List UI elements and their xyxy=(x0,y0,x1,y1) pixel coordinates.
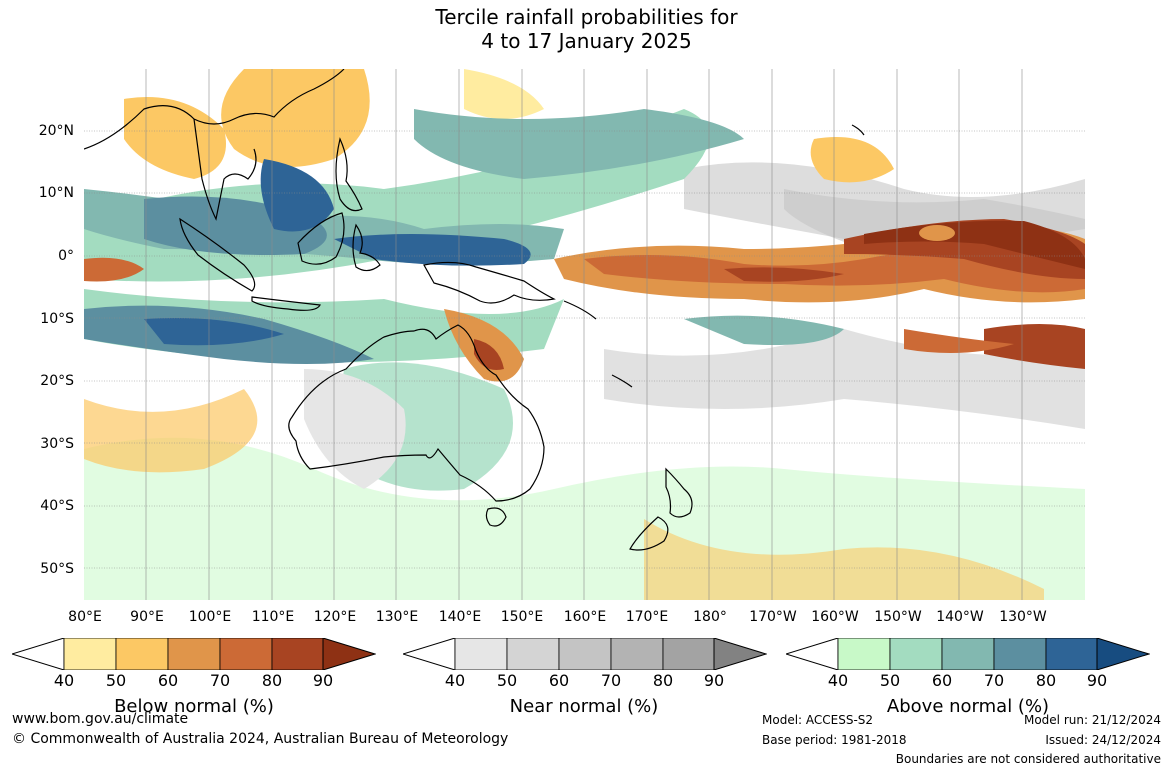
below-normal-colorbar xyxy=(10,637,377,671)
near-swatch-60 xyxy=(558,637,612,671)
sulawesi-coastline xyxy=(352,223,381,272)
issued-text: Issued: 24/12/2024 xyxy=(1045,733,1161,747)
below-tick-40: 40 xyxy=(53,671,75,690)
lon-label-130e: 130°E xyxy=(375,609,419,625)
near-swatch-50 xyxy=(506,637,560,671)
lon-label-150e: 150°E xyxy=(500,609,544,625)
above-swatch-50 xyxy=(889,637,943,671)
near-swatch-70 xyxy=(610,637,664,671)
below-tick-50: 50 xyxy=(105,671,127,690)
lon-label-80e: 80°E xyxy=(68,609,102,625)
above-normal-legend-title: Above normal (%) xyxy=(886,696,1050,717)
map-title-line-2: 4 to 17 January 2025 xyxy=(481,29,692,53)
lat-label-30s: 30°S xyxy=(40,436,74,452)
above-tick-40: 40 xyxy=(827,671,849,690)
map-canvas xyxy=(84,69,1085,600)
lat-label-40s: 40°S xyxy=(40,498,74,514)
above-tick-60: 60 xyxy=(931,671,953,690)
near-normal-colorbar xyxy=(401,637,768,671)
below-swatch-50 xyxy=(115,637,169,671)
near-normal-legend-title: Near normal (%) xyxy=(509,696,659,717)
lat-label-10s: 10°S xyxy=(40,311,74,327)
new-guinea-coastline xyxy=(423,261,556,304)
near-tick-90: 90 xyxy=(703,671,725,690)
hawaii-coastline xyxy=(851,124,865,136)
model-text: Model: ACCESS-S2 xyxy=(762,713,874,727)
near-tick-70: 70 xyxy=(600,671,622,690)
lon-label-160e: 160°E xyxy=(563,609,607,625)
below-swatch-70 xyxy=(219,637,273,671)
below-swatch-80 xyxy=(271,637,324,671)
model-run-text: Model run: 21/12/2024 xyxy=(1023,713,1161,727)
lat-label-20s: 20°S xyxy=(40,373,74,389)
above-tick-90: 90 xyxy=(1086,671,1108,690)
lon-label-140w: 140°W xyxy=(936,609,984,625)
lon-label-120e: 120°E xyxy=(313,609,357,625)
near-tick-80: 80 xyxy=(652,671,674,690)
near-swatch-80 xyxy=(662,637,715,671)
above-swatch-70 xyxy=(993,637,1047,671)
below-tick-70: 70 xyxy=(209,671,231,690)
below-swatch-40 xyxy=(63,637,117,671)
lon-label-150w: 150°W xyxy=(874,609,922,625)
lon-label-170w: 170°W xyxy=(749,609,797,625)
sumatra-coastline xyxy=(179,217,256,292)
lon-label-90e: 90°E xyxy=(130,609,164,625)
tasmania-coastline xyxy=(485,507,507,527)
borneo-coastline xyxy=(297,212,345,265)
lon-label-100e: 100°E xyxy=(188,609,232,625)
near-tick-50: 50 xyxy=(496,671,518,690)
lon-label-160w: 160°W xyxy=(811,609,859,625)
boundaries-disclaimer: Boundaries are not considered authoritat… xyxy=(895,752,1161,766)
website-link[interactable]: www.bom.gov.au/climate xyxy=(12,711,189,727)
rainfall-probability-map xyxy=(84,69,1085,600)
below-swatch-90 xyxy=(322,637,377,671)
lon-label-180: 180° xyxy=(693,609,727,625)
lat-label-50s: 50°S xyxy=(40,561,74,577)
lon-label-110e: 110°E xyxy=(251,609,295,625)
coastlines xyxy=(84,69,865,551)
java-coastline xyxy=(251,296,321,311)
lat-label-10n: 10°N xyxy=(38,185,74,201)
australia-coastline xyxy=(288,324,545,502)
above-tick-50: 50 xyxy=(879,671,901,690)
asia-coastline xyxy=(84,69,345,221)
below-tick-90: 90 xyxy=(312,671,334,690)
above-tick-70: 70 xyxy=(983,671,1005,690)
near-tick-60: 60 xyxy=(548,671,570,690)
copyright-text: © Commonwealth of Australia 2024, Austra… xyxy=(12,731,509,747)
above-tick-80: 80 xyxy=(1035,671,1057,690)
below-normal-legend-title: Below normal (%) xyxy=(114,696,274,717)
probability-field xyxy=(84,69,1085,600)
map-title-line-1: Tercile rainfall probabilities for xyxy=(435,5,738,29)
above-swatch-80 xyxy=(1045,637,1098,671)
below-tick-60: 60 xyxy=(157,671,179,690)
lon-label-140e: 140°E xyxy=(438,609,482,625)
solomon-islands-coastline xyxy=(563,300,597,320)
base-period-text: Base period: 1981-2018 xyxy=(762,733,907,747)
philippines-coastline xyxy=(335,137,363,212)
below-swatch-60 xyxy=(167,637,221,671)
lon-label-170e: 170°E xyxy=(625,609,669,625)
above-swatch-60 xyxy=(941,637,995,671)
above-normal-colorbar xyxy=(784,637,1151,671)
lat-label-20n: 20°N xyxy=(38,123,74,139)
near-swatch-90 xyxy=(713,637,768,671)
new-zealand-south-coastline xyxy=(629,516,669,551)
new-zealand-coastline xyxy=(665,467,693,518)
below-tick-80: 80 xyxy=(261,671,283,690)
graticule xyxy=(84,69,1085,600)
lon-label-130w: 130°W xyxy=(999,609,1047,625)
fiji-coastline xyxy=(611,374,633,388)
above-swatch-90 xyxy=(1096,637,1151,671)
lat-label-0: 0° xyxy=(58,248,74,264)
near-tick-40: 40 xyxy=(444,671,466,690)
near-swatch-40 xyxy=(454,637,508,671)
above-swatch-40 xyxy=(837,637,891,671)
